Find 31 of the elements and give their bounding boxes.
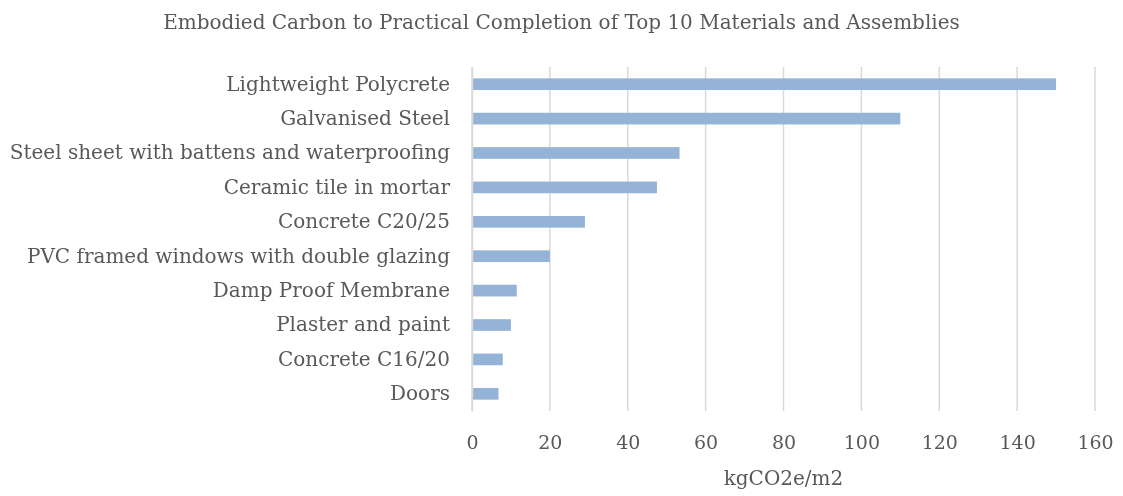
y-tick-label: Damp Proof Membrane	[212, 278, 450, 302]
bar	[472, 387, 499, 400]
bar	[472, 284, 517, 297]
y-tick-label: Lightweight Polycrete	[226, 71, 450, 96]
x-axis-title: kgCO2e/m2	[723, 466, 844, 490]
bar	[472, 112, 901, 125]
x-tick-label: 20	[538, 431, 563, 454]
bar	[472, 215, 585, 228]
y-tick-label: Steel sheet with battens and waterproofing	[9, 140, 451, 165]
bar	[472, 181, 657, 194]
y-tick-label: Concrete C20/25	[278, 209, 450, 234]
x-tick-label: 160	[1077, 431, 1114, 454]
x-tick-label: 100	[843, 431, 881, 454]
bar	[472, 250, 550, 263]
x-tick-label: 80	[771, 431, 797, 454]
bar	[472, 147, 680, 159]
x-tick-label: 140	[999, 431, 1036, 454]
x-tick-label: 120	[921, 431, 958, 454]
y-tick-label: PVC framed windows with double glazing	[26, 243, 451, 268]
x-tick-label: 0	[466, 431, 479, 454]
chart-title: Embodied Carbon to Practical Completion of Top 10 Materials and Assemblies	[163, 10, 960, 34]
y-tick-label: Doors	[390, 381, 450, 406]
bar	[472, 319, 511, 331]
y-tick-label: Concrete C16/20	[278, 346, 450, 371]
y-tick-label: Galvanised Steel	[280, 106, 450, 130]
bar	[472, 353, 503, 366]
y-tick-label: Ceramic tile in mortar	[223, 174, 451, 199]
bar	[472, 78, 1057, 91]
x-tick-label: 40	[616, 431, 641, 454]
y-tick-label: Plaster and paint	[276, 312, 450, 337]
x-tick-label: 60	[694, 431, 719, 454]
